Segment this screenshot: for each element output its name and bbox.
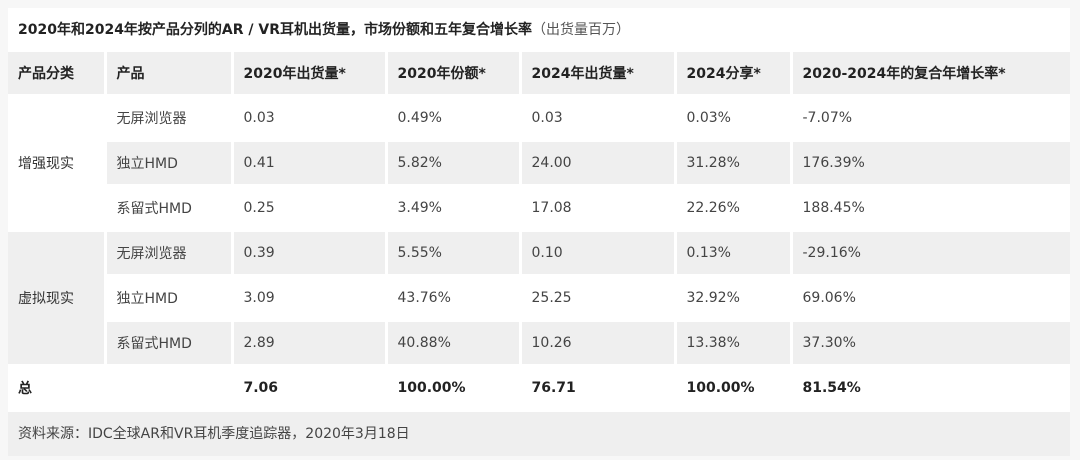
title-note: （出货量百万） <box>532 22 631 38</box>
product-cell: 系留式HMD <box>105 320 234 367</box>
table-row: 虚拟现实 无屏浏览器 0.39 5.55% 0.10 0.13% -29.16% <box>8 230 1070 367</box>
header-cagr: 2020-2024年的复合年增长率* <box>791 52 1070 97</box>
total-row: 总 7.06 100.00% 76.71 100.00% 81.54% <box>8 365 1070 412</box>
total-label: 总 <box>8 365 107 412</box>
value-cell: 0.03 <box>520 95 677 142</box>
table-title: 2020年和2024年按产品分列的AR / VR耳机出货量，市场份额和五年复合增… <box>8 8 1070 52</box>
value-cell: 3.09 <box>232 275 388 322</box>
total-value: 100.00% <box>386 365 522 412</box>
header-2024-share: 2024分享* <box>675 52 793 97</box>
value-cell: 0.03 <box>232 95 388 142</box>
table-row: 独立HMD 3.09 43.76% 25.25 32.92% 69.06% <box>8 275 1070 322</box>
value-cell: 5.55% <box>386 230 522 277</box>
total-value: 7.06 <box>232 365 388 412</box>
value-cell: 3.49% <box>386 185 522 232</box>
value-cell: 2.89 <box>232 320 388 367</box>
value-cell: 0.03% <box>675 95 793 142</box>
category-cell-vr: 虚拟现实 <box>8 230 107 367</box>
value-cell: 13.38% <box>675 320 793 367</box>
value-cell: 0.13% <box>675 230 793 277</box>
value-cell: 188.45% <box>791 185 1070 232</box>
title-text: 2020年和2024年按产品分列的AR / VR耳机出货量，市场份额和五年复合增… <box>18 22 533 38</box>
value-cell: 5.82% <box>386 140 522 187</box>
value-cell: 17.08 <box>520 185 677 232</box>
table-row: 增强现实 无屏浏览器 0.03 0.49% 0.03 0.03% -7.07% <box>8 95 1070 232</box>
value-cell: 24.00 <box>520 140 677 187</box>
table-row: 独立HMD 0.41 5.82% 24.00 31.28% 176.39% <box>8 140 1070 187</box>
value-cell: 10.26 <box>520 320 677 367</box>
header-row: 产品分类 产品 2020年出货量* 2020年份额* 2024年出货量* 202… <box>8 52 1070 97</box>
value-cell: 0.41 <box>232 140 388 187</box>
value-cell: -29.16% <box>791 230 1070 277</box>
table-row: 系留式HMD 0.25 3.49% 17.08 22.26% 188.45% <box>8 185 1070 232</box>
value-cell: 0.49% <box>386 95 522 142</box>
value-cell: 0.25 <box>232 185 388 232</box>
shipment-table: 产品分类 产品 2020年出货量* 2020年份额* 2024年出货量* 202… <box>8 52 1070 412</box>
product-cell: 独立HMD <box>105 275 234 322</box>
value-cell: 37.30% <box>791 320 1070 367</box>
value-cell: 22.26% <box>675 185 793 232</box>
product-cell: 系留式HMD <box>105 185 234 232</box>
header-2020-shipments: 2020年出货量* <box>232 52 388 97</box>
value-cell: 43.76% <box>386 275 522 322</box>
value-cell: 40.88% <box>386 320 522 367</box>
value-cell: 31.28% <box>675 140 793 187</box>
data-table-card: 2020年和2024年按产品分列的AR / VR耳机出货量，市场份额和五年复合增… <box>8 8 1070 456</box>
product-cell: 无屏浏览器 <box>105 95 234 142</box>
total-value: 81.54% <box>791 365 1070 412</box>
value-cell: 0.10 <box>520 230 677 277</box>
header-2024-shipments: 2024年出货量* <box>520 52 677 97</box>
value-cell: 176.39% <box>791 140 1070 187</box>
value-cell: -7.07% <box>791 95 1070 142</box>
product-cell: 无屏浏览器 <box>105 230 234 277</box>
header-category: 产品分类 <box>8 52 107 97</box>
total-value: 100.00% <box>675 365 793 412</box>
table-row: 系留式HMD 2.89 40.88% 10.26 13.38% 37.30% <box>8 320 1070 367</box>
total-product <box>105 365 234 412</box>
value-cell: 32.92% <box>675 275 793 322</box>
total-value: 76.71 <box>520 365 677 412</box>
header-2020-share: 2020年份额* <box>386 52 522 97</box>
category-cell-ar: 增强现实 <box>8 95 107 232</box>
value-cell: 0.39 <box>232 230 388 277</box>
product-cell: 独立HMD <box>105 140 234 187</box>
header-product: 产品 <box>105 52 234 97</box>
source-note: 资料来源：IDC全球AR和VR耳机季度追踪器，2020年3月18日 <box>8 412 1070 456</box>
value-cell: 69.06% <box>791 275 1070 322</box>
value-cell: 25.25 <box>520 275 677 322</box>
